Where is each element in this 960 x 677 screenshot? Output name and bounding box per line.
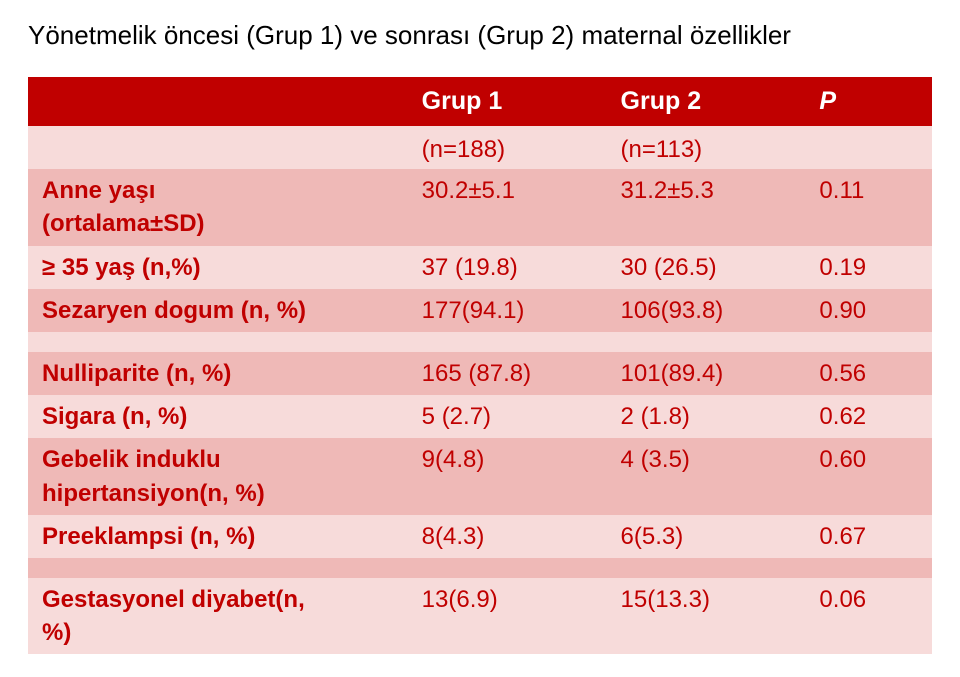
row-group1-value: 30.2±5.1 bbox=[408, 169, 607, 208]
row-group1-value bbox=[408, 558, 607, 578]
table-row: Nulliparite (n, %)165 (87.8)101(89.4)0.5… bbox=[28, 352, 932, 395]
row-group2-value: 4 (3.5) bbox=[607, 438, 806, 477]
row-p-value: 0.06 bbox=[805, 578, 932, 617]
row-group2-value bbox=[607, 617, 806, 654]
table-row: %) bbox=[28, 617, 932, 654]
row-label: Sezaryen dogum (n, %) bbox=[28, 289, 408, 332]
row-label bbox=[28, 558, 408, 578]
row-label: ≥ 35 yaş (n,%) bbox=[28, 246, 408, 289]
row-group2-value: 106(93.8) bbox=[607, 289, 806, 332]
row-p-value: 0.11 bbox=[805, 169, 932, 208]
header-group1: Grup 1 bbox=[408, 77, 607, 126]
row-p-value bbox=[805, 332, 932, 352]
row-group1-value: 177(94.1) bbox=[408, 289, 607, 332]
row-label: Preeklampsi (n, %) bbox=[28, 515, 408, 558]
page-title: Yönetmelik öncesi (Grup 1) ve sonrası (G… bbox=[28, 20, 932, 51]
row-group1-value: 37 (19.8) bbox=[408, 246, 607, 289]
table-row: Gestasyonel diyabet(n,13(6.9)15(13.3)0.0… bbox=[28, 578, 932, 617]
row-p-value: 0.90 bbox=[805, 289, 932, 332]
row-label bbox=[28, 332, 408, 352]
row-p-value bbox=[805, 617, 932, 654]
table-row: Gebelik induklu9(4.8)4 (3.5)0.60 bbox=[28, 438, 932, 477]
row-label: Gestasyonel diyabet(n, bbox=[28, 578, 408, 617]
row-group2-value bbox=[607, 558, 806, 578]
subheader-p bbox=[805, 126, 932, 169]
row-group2-value: 2 (1.8) bbox=[607, 395, 806, 438]
row-label: Gebelik induklu bbox=[28, 438, 408, 477]
table-spacer-row bbox=[28, 332, 932, 352]
row-group1-value bbox=[408, 617, 607, 654]
table-body: (n=188) (n=113) Anne yaşı30.2±5.131.2±5.… bbox=[28, 126, 932, 654]
row-group1-value: 165 (87.8) bbox=[408, 352, 607, 395]
row-group1-value: 13(6.9) bbox=[408, 578, 607, 617]
table-row: ≥ 35 yaş (n,%)37 (19.8)30 (26.5)0.19 bbox=[28, 246, 932, 289]
row-label: Nulliparite (n, %) bbox=[28, 352, 408, 395]
row-p-value bbox=[805, 558, 932, 578]
row-p-value: 0.67 bbox=[805, 515, 932, 558]
table-row: hipertansiyon(n, %) bbox=[28, 478, 932, 515]
row-group2-value: 101(89.4) bbox=[607, 352, 806, 395]
maternal-characteristics-table: Grup 1 Grup 2 P (n=188) (n=113) Anne yaş… bbox=[28, 77, 932, 654]
table-row: Sezaryen dogum (n, %)177(94.1)106(93.8)0… bbox=[28, 289, 932, 332]
table-spacer-row bbox=[28, 558, 932, 578]
row-p-value: 0.62 bbox=[805, 395, 932, 438]
header-blank bbox=[28, 77, 408, 126]
row-group2-value: 6(5.3) bbox=[607, 515, 806, 558]
table-subheader-row: (n=188) (n=113) bbox=[28, 126, 932, 169]
header-p: P bbox=[805, 77, 932, 126]
row-group1-value: 5 (2.7) bbox=[408, 395, 607, 438]
row-group2-value bbox=[607, 208, 806, 245]
row-label: Anne yaşı bbox=[28, 169, 408, 208]
row-label: (ortalama±SD) bbox=[28, 208, 408, 245]
subheader-n2: (n=113) bbox=[607, 126, 806, 169]
table-row: Preeklampsi (n, %)8(4.3)6(5.3)0.67 bbox=[28, 515, 932, 558]
row-p-value: 0.19 bbox=[805, 246, 932, 289]
table-header-row: Grup 1 Grup 2 P bbox=[28, 77, 932, 126]
table-row: (ortalama±SD) bbox=[28, 208, 932, 245]
row-group2-value: 30 (26.5) bbox=[607, 246, 806, 289]
row-p-value: 0.56 bbox=[805, 352, 932, 395]
row-group1-value bbox=[408, 332, 607, 352]
header-group2: Grup 2 bbox=[607, 77, 806, 126]
row-group2-value: 31.2±5.3 bbox=[607, 169, 806, 208]
subheader-n1: (n=188) bbox=[408, 126, 607, 169]
row-group2-value: 15(13.3) bbox=[607, 578, 806, 617]
row-group2-value bbox=[607, 478, 806, 515]
row-p-value bbox=[805, 478, 932, 515]
table-row: Anne yaşı30.2±5.131.2±5.30.11 bbox=[28, 169, 932, 208]
row-group1-value: 9(4.8) bbox=[408, 438, 607, 477]
subheader-blank bbox=[28, 126, 408, 169]
row-label: Sigara (n, %) bbox=[28, 395, 408, 438]
row-group2-value bbox=[607, 332, 806, 352]
row-group1-value bbox=[408, 478, 607, 515]
row-label: hipertansiyon(n, %) bbox=[28, 478, 408, 515]
table-row: Sigara (n, %)5 (2.7)2 (1.8)0.62 bbox=[28, 395, 932, 438]
row-p-value bbox=[805, 208, 932, 245]
row-group1-value bbox=[408, 208, 607, 245]
row-label: %) bbox=[28, 617, 408, 654]
row-p-value: 0.60 bbox=[805, 438, 932, 477]
row-group1-value: 8(4.3) bbox=[408, 515, 607, 558]
